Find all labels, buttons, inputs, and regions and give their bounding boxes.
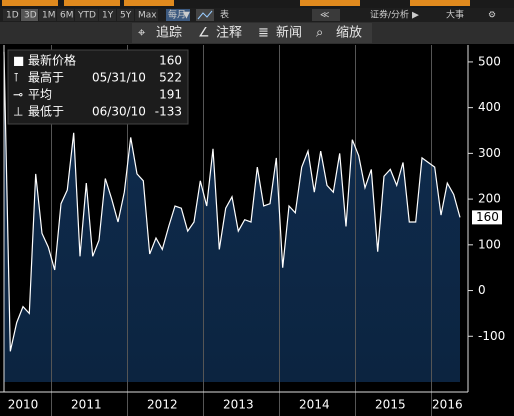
- chart-icon: [197, 10, 213, 20]
- x-tick-label: 2013: [223, 398, 254, 412]
- top-strip: [0, 0, 514, 8]
- legend-box: [7, 49, 189, 125]
- range-label: 3D: [24, 11, 37, 21]
- range-label: 5Y: [120, 11, 132, 21]
- legend-icon: ⊺: [13, 71, 19, 85]
- x-tick-label: 2010: [8, 398, 39, 412]
- area: [4, 51, 460, 383]
- x-tick-label: 2015: [375, 398, 406, 412]
- field[interactable]: [300, 0, 360, 6]
- line: [3, 51, 461, 352]
- range-label: 1D: [6, 11, 19, 21]
- legend-icon: ⊥: [13, 105, 23, 119]
- field[interactable]: [124, 0, 174, 6]
- y-tick-label: 400: [478, 100, 501, 114]
- back-button[interactable]: [312, 9, 340, 21]
- action[interactable]: 注释: [216, 26, 242, 41]
- field[interactable]: [410, 0, 470, 6]
- range-button[interactable]: [99, 9, 116, 21]
- y-tick-label: 300: [478, 146, 501, 160]
- legend-date: 05/31/10: [92, 71, 146, 85]
- legend-icon: ⊸: [13, 88, 23, 102]
- legend-label: 平均: [28, 88, 52, 102]
- period-button[interactable]: [166, 9, 190, 21]
- icon: ∠: [198, 26, 210, 41]
- action[interactable]: 新闻: [276, 25, 302, 41]
- range-button[interactable]: [117, 9, 134, 21]
- range-button[interactable]: [3, 9, 20, 21]
- legend-label: 最低于: [28, 105, 64, 119]
- table-button[interactable]: 表: [220, 9, 229, 21]
- legend: ■ 最新价格 160 ⊺ 最高于 05/31/10 522 ⊸ 平均 191 ⊥ 最低于 06/30/1…: [7, 49, 189, 125]
- range-label: YTD: [77, 11, 96, 21]
- last-value-box: [472, 210, 502, 225]
- date-field[interactable]: [64, 0, 120, 6]
- y-tick-label: 200: [478, 192, 501, 206]
- range-button[interactable]: [39, 9, 56, 21]
- legend-value: 160: [159, 54, 182, 68]
- range-label: Max: [138, 11, 157, 21]
- dropdown-arrow: ▼: [183, 11, 190, 21]
- y-tick-label: 100: [478, 237, 501, 251]
- plot: 500 400 300 200 100 0 -100 2010 2011 2012 2013 2014…: [0, 45, 505, 416]
- action[interactable]: 追踪: [156, 25, 182, 41]
- last-value-label: 160: [476, 210, 499, 224]
- y-tick-label: 500: [478, 54, 501, 68]
- range-button[interactable]: [57, 9, 74, 21]
- period[interactable]: 每月: [168, 9, 186, 21]
- range-label: 1Y: [102, 11, 114, 21]
- y-tick-label: 0: [478, 283, 486, 297]
- action[interactable]: 缩放: [336, 25, 362, 41]
- legend-icon: ■: [13, 54, 24, 68]
- action-group: [132, 23, 372, 43]
- icon: ⌖: [138, 26, 146, 41]
- x-tick-label: 2014: [299, 398, 330, 412]
- icon: ⌕: [316, 26, 323, 41]
- x-tick-label: 2011: [71, 398, 102, 412]
- legend-value: 191: [159, 88, 182, 102]
- range-button[interactable]: [21, 9, 38, 21]
- settings[interactable]: ⚙: [488, 11, 496, 21]
- legend-value: 522: [159, 71, 182, 85]
- icon: ≣: [258, 26, 269, 41]
- back-icon: ≪: [320, 11, 329, 21]
- menu-right[interactable]: 大事: [446, 9, 464, 21]
- date-field[interactable]: [2, 0, 58, 6]
- menu-right[interactable]: 证券/分析: [370, 9, 409, 21]
- legend-date: 06/30/10: [92, 105, 146, 119]
- range-buttons: 1D 3D 1M 6M YTD 1Y 5Y Max: [3, 9, 158, 21]
- range-button[interactable]: [135, 9, 158, 21]
- legend-label: 最高于: [28, 70, 64, 85]
- legend-value: -133: [155, 105, 182, 119]
- range-label: 6M: [60, 11, 74, 21]
- range-button[interactable]: [75, 9, 98, 21]
- y-tick-label: -100: [478, 329, 505, 343]
- x-tick-label: 2012: [147, 398, 178, 412]
- x-tick-label: 2016: [432, 398, 463, 412]
- menu-arrow: ▶: [412, 11, 419, 21]
- range-label: 1M: [42, 11, 56, 21]
- legend-label: 最新价格: [28, 53, 76, 68]
